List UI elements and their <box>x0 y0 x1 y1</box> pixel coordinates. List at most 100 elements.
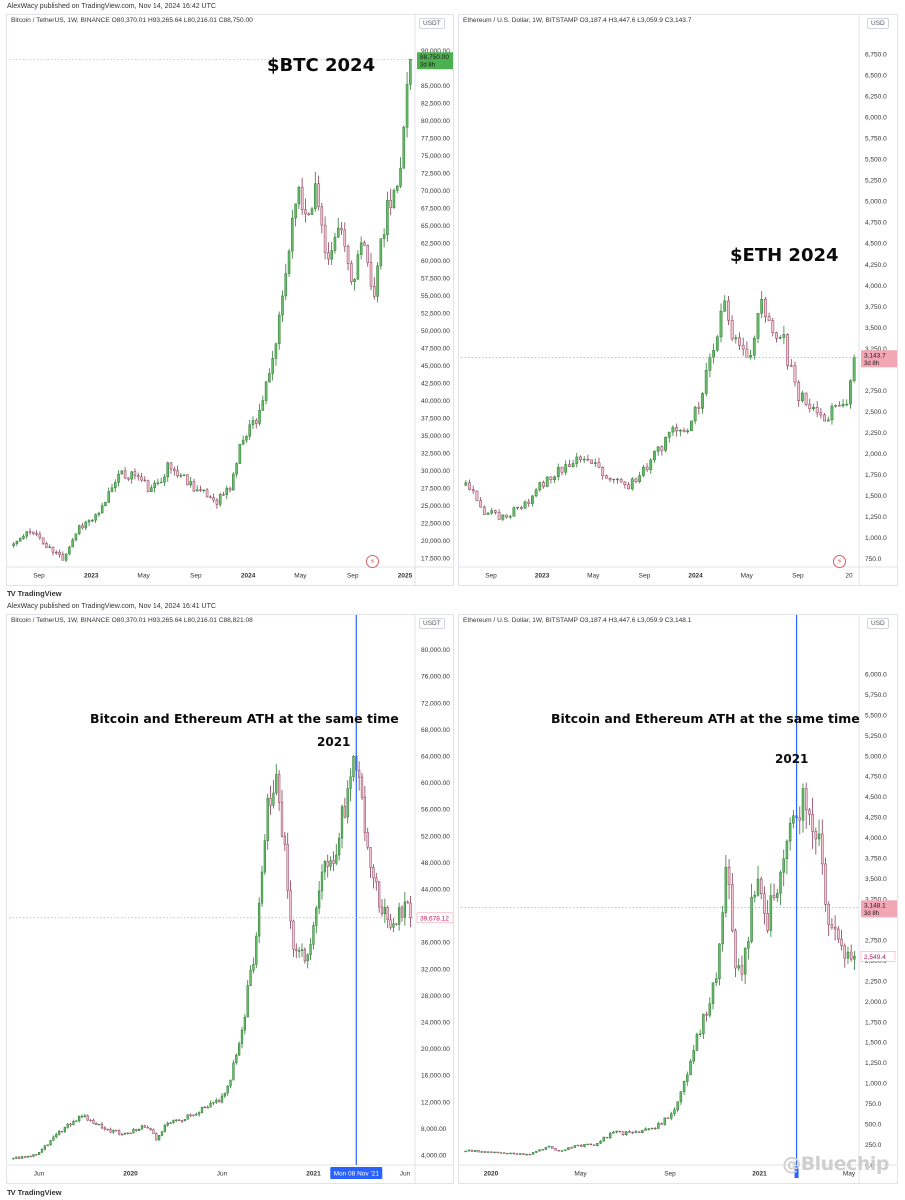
candle-body <box>612 478 616 481</box>
candle-body <box>238 1043 241 1056</box>
eth-2021-chart-panel[interactable]: 0.0 250.0 500.0 750.0 1,000.0 1,250.0 1,500.0 1… <box>458 614 898 1184</box>
candle-body <box>251 420 255 426</box>
candle-body <box>852 357 856 381</box>
candle-down <box>360 772 364 801</box>
candle-body <box>763 298 767 317</box>
candle-body <box>403 901 406 918</box>
x-tick-label: 20 <box>845 573 853 580</box>
candle-down <box>589 1143 593 1146</box>
candle-down <box>479 497 483 508</box>
candle-body <box>360 776 364 798</box>
btc-2024-chart-panel[interactable]: 17,500.00 20,000.00 22,500.00 25,000.00 27,5… <box>6 14 454 586</box>
currency-badge[interactable]: USDT <box>419 618 445 629</box>
candle-body <box>202 489 206 491</box>
y-tick-label: 22,500.00 <box>421 520 450 527</box>
candle-down <box>527 498 531 507</box>
candle-down <box>205 488 209 498</box>
candle-down <box>621 1131 625 1136</box>
y-tick-label: 77,500.00 <box>421 135 450 142</box>
candle-body <box>586 1143 589 1146</box>
candle-down <box>811 797 814 849</box>
candle-up <box>405 71 409 138</box>
candle-body <box>38 1152 41 1155</box>
candle-up <box>235 1053 238 1065</box>
y-tick-label: 1,750.0 <box>865 1019 887 1026</box>
candle-body <box>335 854 338 864</box>
candle-body <box>730 319 734 340</box>
y-tick-label: 85,000.00 <box>421 83 450 90</box>
candle-down <box>380 899 384 917</box>
candle-body <box>695 1033 699 1051</box>
candle-body <box>35 533 38 535</box>
candle-body <box>535 1150 538 1153</box>
candle-down <box>127 477 130 481</box>
flash-icon[interactable]: ⚡ <box>366 555 379 568</box>
candle-body <box>260 871 264 904</box>
last-price-countdown: 3d 8h <box>864 361 879 367</box>
candle-up <box>126 1132 129 1135</box>
candle-body <box>792 815 795 824</box>
candle-body <box>628 1131 631 1133</box>
candle-body <box>255 935 258 965</box>
y-tick-label: 4,750.0 <box>865 220 887 227</box>
candle-up <box>509 1152 512 1155</box>
eth-2024-chart-panel[interactable]: 750.0 1,000.0 1,250.0 1,500.0 1,750.0 2,000.0… <box>458 14 898 586</box>
candle-down <box>653 1127 657 1130</box>
candle-up <box>779 870 782 905</box>
candle-body <box>649 459 653 471</box>
candle-up <box>306 953 309 969</box>
eth-2021-candlestick-chart: 0.0 250.0 500.0 750.0 1,000.0 1,250.0 1,500.0 1… <box>459 615 897 1183</box>
candle-body <box>133 471 137 476</box>
last-price-label: 3,143.7 <box>864 352 886 359</box>
candle-body <box>166 462 170 478</box>
y-tick-label: 6,250.0 <box>865 94 887 101</box>
candle-down <box>775 331 778 343</box>
candle-body <box>801 788 805 821</box>
candle-down <box>786 333 789 370</box>
candle-up <box>12 1157 15 1160</box>
chart-title: Bitcoin and Ethereum ATH at the same tim… <box>551 711 860 726</box>
candle-body <box>218 494 222 505</box>
candle-body <box>249 970 252 986</box>
candle-down <box>189 1113 192 1118</box>
candle-up <box>66 1123 69 1129</box>
candle-body <box>117 473 120 483</box>
y-tick-label: 5,000.0 <box>865 199 887 206</box>
candle-body <box>843 945 847 959</box>
candle-up <box>398 902 401 931</box>
candle-up <box>169 1122 172 1124</box>
candle-down <box>477 1149 480 1153</box>
candle-down <box>369 252 373 291</box>
candle-body <box>245 436 248 441</box>
currency-badge[interactable]: USD <box>867 18 889 29</box>
candle-body <box>203 1106 206 1109</box>
candle-down <box>512 1152 516 1155</box>
y-tick-label: 35,000.00 <box>421 433 450 440</box>
candle-down <box>129 1132 132 1135</box>
candle-body <box>531 495 534 504</box>
y-tick-label: 1,000.0 <box>865 535 887 542</box>
x-tick-label: 2020 <box>484 1171 499 1178</box>
candle-body <box>590 459 593 464</box>
candle-down <box>567 459 571 468</box>
candle-up <box>518 1153 522 1155</box>
candle-down <box>793 361 797 387</box>
publish-info-top: AlexWacy published on TradingView.com, N… <box>7 3 216 10</box>
currency-badge[interactable]: USDT <box>419 18 445 29</box>
candle-body <box>771 320 775 333</box>
candle-body <box>235 1054 238 1064</box>
btc-2021-chart-panel[interactable]: 4,000.00 8,000.00 12,000.00 16,000.00 20,000… <box>6 614 454 1184</box>
candle-down <box>115 1129 118 1132</box>
flash-icon[interactable]: ⚡ <box>833 555 846 568</box>
candle-body <box>175 1119 178 1121</box>
candle-body <box>505 514 508 518</box>
candle-body <box>490 510 494 514</box>
candle-up <box>678 428 682 437</box>
currency-badge[interactable]: USD <box>867 618 889 629</box>
candle-body <box>645 466 649 471</box>
candle-body <box>473 1150 477 1152</box>
x-tick-label: Sep <box>639 573 651 580</box>
candle-body <box>246 985 249 1018</box>
candle-up <box>560 1150 564 1152</box>
candle-up <box>747 936 750 960</box>
